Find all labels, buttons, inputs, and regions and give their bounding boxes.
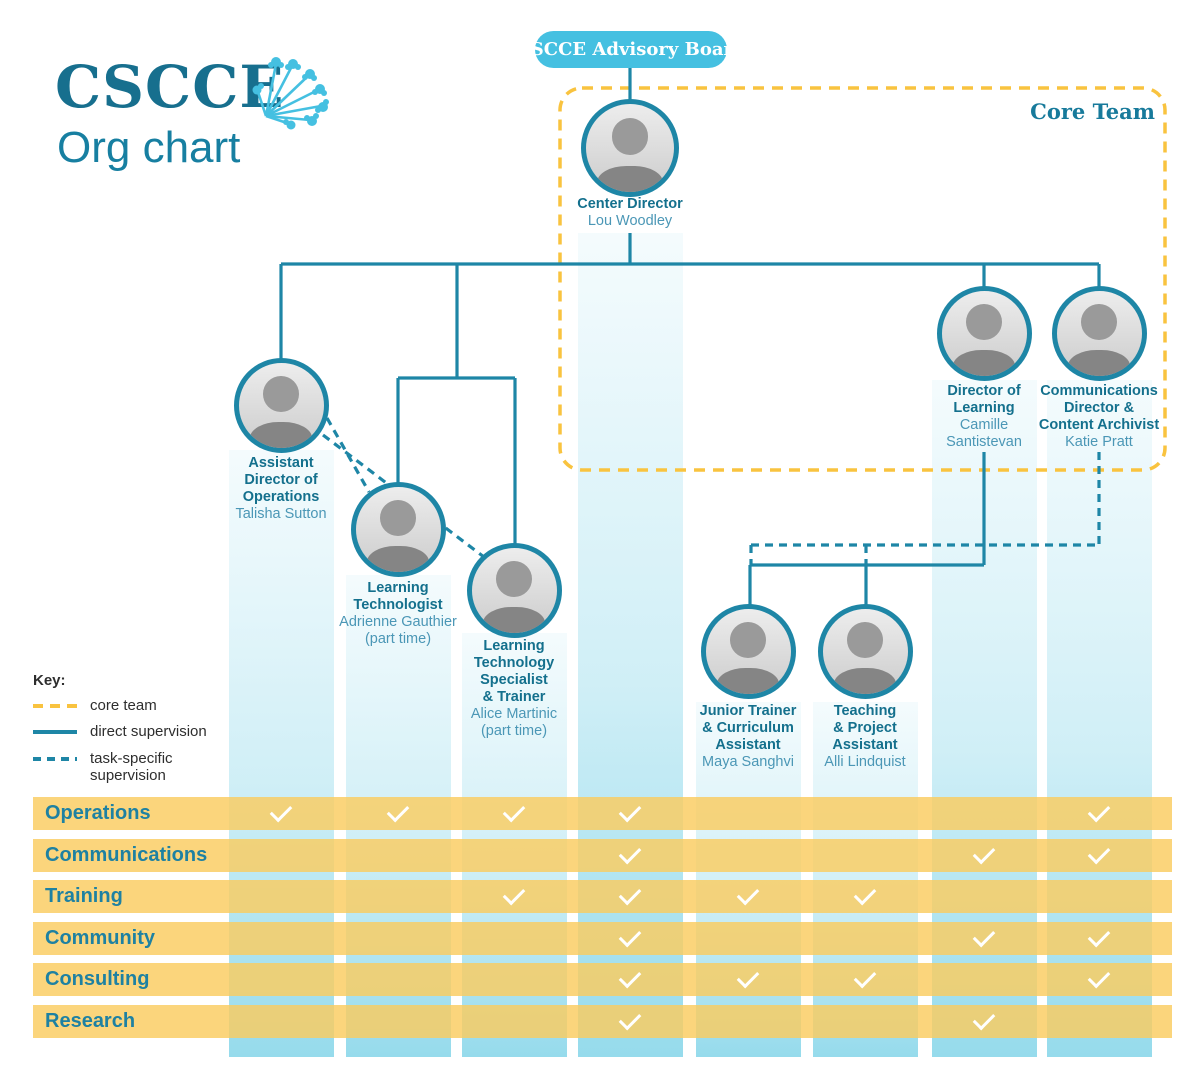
silhouette-head <box>730 622 766 658</box>
column-band-camille <box>931 380 1037 1057</box>
person-label-alli: Teaching & Project Assistant Alli Lindquist <box>790 703 940 771</box>
dandelion-burst-icon <box>252 57 329 130</box>
person-title: Junior Trainer <box>699 703 797 719</box>
person-title: Specialist <box>480 672 548 688</box>
person-name: Adrienne Gauthier <box>339 614 457 630</box>
silhouette-torso <box>249 422 313 448</box>
person-title: Operations <box>242 489 320 505</box>
person-photo-alice <box>466 542 562 638</box>
person-title: Center Director <box>577 196 683 212</box>
person-title: Learning <box>367 580 429 596</box>
row-label: Consulting <box>45 968 150 990</box>
silhouette-torso <box>366 546 430 572</box>
silhouette-torso <box>716 668 780 694</box>
advisory-board-label: CSCCE Advisory Board <box>516 39 746 60</box>
person-photo-talisha <box>233 357 329 453</box>
person-title: Communications <box>1040 383 1158 399</box>
row-label: Training <box>45 885 123 907</box>
table-row-operations: Operations <box>33 797 1172 830</box>
person-label-alice: Learning Technology Specialist & Trainer Ali… <box>439 638 589 740</box>
advisory-board-pill: CSCCE Advisory Board <box>516 31 746 68</box>
person-title: Assistant <box>832 737 898 753</box>
person-name: Katie Pratt <box>1065 434 1133 450</box>
person-label-katie: Communications Director & Content Archivis… <box>1024 383 1174 451</box>
person-name: (part time) <box>480 723 548 739</box>
person-name: Lou Woodley <box>587 213 673 229</box>
silhouette-head <box>966 304 1002 340</box>
person-title: & Trainer <box>482 689 546 705</box>
person-name: Maya Sanghvi <box>702 754 794 770</box>
column-band-talisha <box>228 450 334 1057</box>
person-label-talisha: Assistant Director of Operations Talisha Su… <box>206 455 356 523</box>
row-label: Research <box>45 1009 136 1032</box>
person-title: & Project <box>833 720 897 736</box>
person-label-maya: Junior Trainer & Curriculum Assistant Maya … <box>673 703 823 771</box>
person-title: Technology <box>473 655 555 671</box>
person-title: Technologist <box>353 597 443 613</box>
person-photo-katie <box>1051 285 1147 381</box>
column-band-maya <box>695 702 801 1057</box>
silhouette-head <box>847 622 883 658</box>
person-label-lou: Center Director Lou Woodley <box>555 196 705 230</box>
silhouette-torso <box>482 607 546 633</box>
silhouette-torso <box>597 165 663 192</box>
silhouette-torso <box>833 668 897 694</box>
person-photo-lou <box>581 99 679 197</box>
key-swatch-direct-supervision <box>33 730 77 734</box>
key-swatch-core-team <box>33 704 77 708</box>
person-photo-alli <box>817 603 913 699</box>
row-label: Community <box>45 926 155 949</box>
key-swatch-task-supervision <box>33 757 77 761</box>
person-title: Content Archivist <box>1038 417 1160 433</box>
person-title: Director & <box>1063 400 1135 416</box>
person-title: Assistant <box>715 737 781 753</box>
key-title: Key: <box>33 672 66 689</box>
table-row-consulting: Consulting <box>33 963 1172 996</box>
key-label-direct-supervision: direct supervision <box>90 723 207 740</box>
person-title: Teaching <box>833 703 897 719</box>
table-row-communications: Communications <box>33 838 1172 872</box>
person-title: Assistant <box>248 455 314 471</box>
silhouette-head <box>611 118 649 156</box>
logo-brand-text: CSCCE <box>55 53 285 121</box>
core-team-label: Core Team <box>1030 99 1155 124</box>
column-band-katie <box>1046 380 1152 1057</box>
table-row-research: Research <box>33 1004 1172 1038</box>
row-label: Communications <box>45 843 208 866</box>
person-name: Alli Lindquist <box>824 754 906 770</box>
person-label-adrienne: Learning Technologist Adrienne Gauthier (pa… <box>323 580 473 648</box>
silhouette-head <box>263 376 299 412</box>
silhouette-head <box>496 561 532 597</box>
silhouette-head <box>1081 304 1117 340</box>
silhouette-torso <box>952 350 1016 376</box>
key-label-task-supervision: task-specific supervision <box>90 750 173 784</box>
key-label-core-team: core team <box>90 697 157 714</box>
silhouette-torso <box>1067 350 1131 376</box>
person-name: Alice Martinic <box>470 706 558 722</box>
person-title: & Curriculum <box>702 720 794 736</box>
row-label: Operations <box>45 802 151 824</box>
person-photo-maya <box>700 603 796 699</box>
silhouette-head <box>380 500 416 536</box>
table-row-community: Community <box>33 921 1172 955</box>
logo-subtitle: Org chart <box>57 123 241 172</box>
person-title: Learning <box>483 638 545 654</box>
person-photo-adrienne <box>350 481 446 577</box>
person-name: (part time) <box>364 631 432 647</box>
person-photo-camille <box>936 285 1032 381</box>
person-name: Talisha Sutton <box>235 506 327 522</box>
column-band-alli <box>812 702 918 1057</box>
table-row-training: Training <box>33 880 1172 913</box>
person-title: Director of <box>244 472 318 488</box>
